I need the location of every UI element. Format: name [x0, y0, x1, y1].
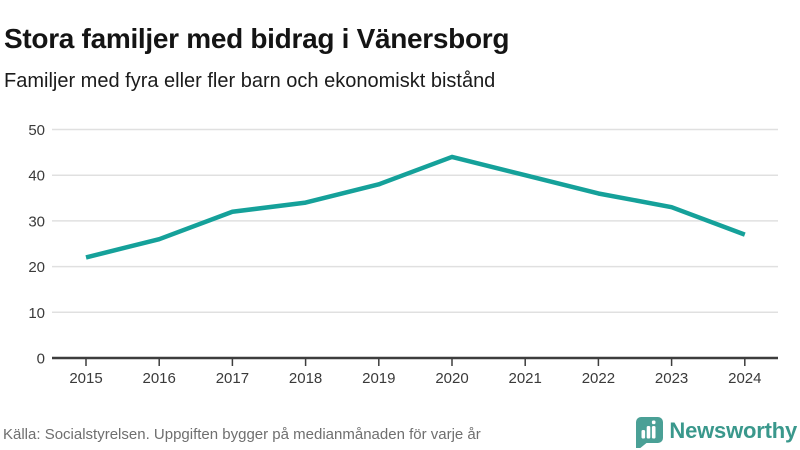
source-note: Källa: Socialstyrelsen. Uppgiften bygger… — [3, 426, 481, 443]
x-axis-label: 2020 — [435, 370, 468, 387]
x-axis-label: 2021 — [509, 370, 542, 387]
chart-title: Stora familjer med bidrag i Vänersborg — [4, 22, 510, 54]
y-axis-label: 30 — [28, 213, 45, 230]
x-axis-label: 2016 — [143, 370, 176, 387]
y-axis-label: 10 — [28, 305, 45, 322]
newsworthy-logo-text: Newsworthy — [669, 418, 797, 443]
x-axis-label: 2024 — [728, 370, 761, 387]
y-axis-label: 0 — [37, 351, 45, 368]
x-axis-label: 2023 — [655, 370, 688, 387]
x-axis-label: 2018 — [289, 370, 322, 387]
x-axis-label: 2015 — [69, 370, 102, 387]
newsworthy-logo-icon — [636, 417, 664, 448]
chart-subtitle: Familjer med fyra eller fler barn och ek… — [4, 70, 496, 92]
y-axis-label: 20 — [28, 259, 45, 276]
x-axis-label: 2022 — [582, 370, 615, 387]
x-axis-label: 2017 — [216, 370, 249, 387]
y-axis-label: 40 — [28, 168, 45, 185]
newsworthy-logo: Newsworthy — [634, 414, 797, 448]
chart-line — [85, 154, 746, 260]
y-axis-label: 50 — [28, 122, 45, 139]
x-axis-label: 2019 — [362, 370, 395, 387]
